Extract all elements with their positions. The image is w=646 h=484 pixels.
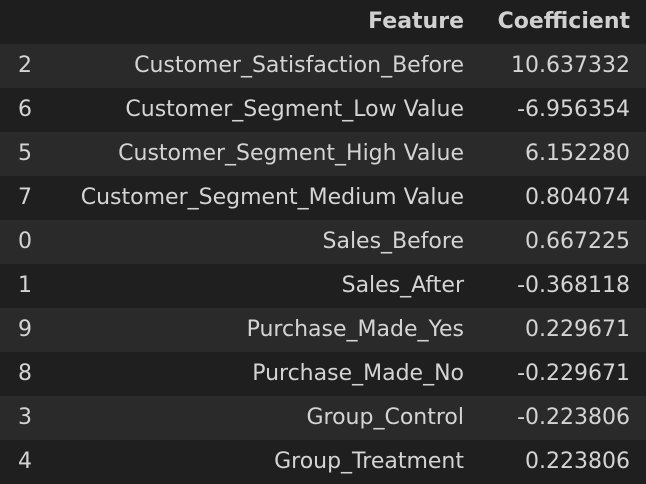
row-coefficient: 0.223806 [525,449,630,474]
row-feature: Customer_Satisfaction_Before [134,53,464,78]
row-feature: Purchase_Made_No [252,361,464,386]
row-feature: Group_Treatment [274,449,464,474]
row-coefficient: -0.229671 [517,361,630,386]
row-index: 1 [18,273,32,298]
row-index: 8 [18,361,32,386]
row-index: 0 [18,229,32,254]
table-row: 8 Purchase_Made_No -0.229671 [0,352,646,396]
row-coefficient: -6.956354 [517,97,630,122]
row-feature: Customer_Segment_Medium Value [80,185,464,210]
row-index: 9 [18,317,32,342]
row-index: 3 [18,405,32,430]
row-index: 2 [18,53,32,78]
row-coefficient: -0.368118 [517,273,630,298]
row-feature: Sales_Before [322,229,465,254]
table-row: 6 Customer_Segment_Low Value -6.956354 [0,88,646,132]
row-feature: Purchase_Made_Yes [246,317,464,342]
row-index: 5 [18,141,32,166]
row-feature: Sales_After [341,273,464,298]
table-row: 5 Customer_Segment_High Value 6.152280 [0,132,646,176]
table-header-row: Feature Coefficient [0,0,646,44]
row-index: 6 [18,97,32,122]
column-header-coefficient: Coefficient [497,9,630,34]
row-coefficient: 10.637332 [511,53,630,78]
row-coefficient: 6.152280 [525,141,630,166]
row-feature: Customer_Segment_Low Value [125,97,464,122]
row-feature: Group_Control [306,405,464,430]
table-row: 1 Sales_After -0.368118 [0,264,646,308]
table-row: 3 Group_Control -0.223806 [0,396,646,440]
row-coefficient: 0.804074 [525,185,630,210]
column-header-feature: Feature [368,9,464,34]
row-index: 7 [18,185,32,210]
row-index: 4 [18,449,32,474]
row-feature: Customer_Segment_High Value [118,141,464,166]
table-row: 2 Customer_Satisfaction_Before 10.637332 [0,44,646,88]
table-row: 7 Customer_Segment_Medium Value 0.804074 [0,176,646,220]
table-row: 9 Purchase_Made_Yes 0.229671 [0,308,646,352]
table-row: 4 Group_Treatment 0.223806 [0,440,646,484]
row-coefficient: -0.223806 [517,405,630,430]
table-row: 0 Sales_Before 0.667225 [0,220,646,264]
row-coefficient: 0.229671 [525,317,630,342]
row-coefficient: 0.667225 [525,229,630,254]
